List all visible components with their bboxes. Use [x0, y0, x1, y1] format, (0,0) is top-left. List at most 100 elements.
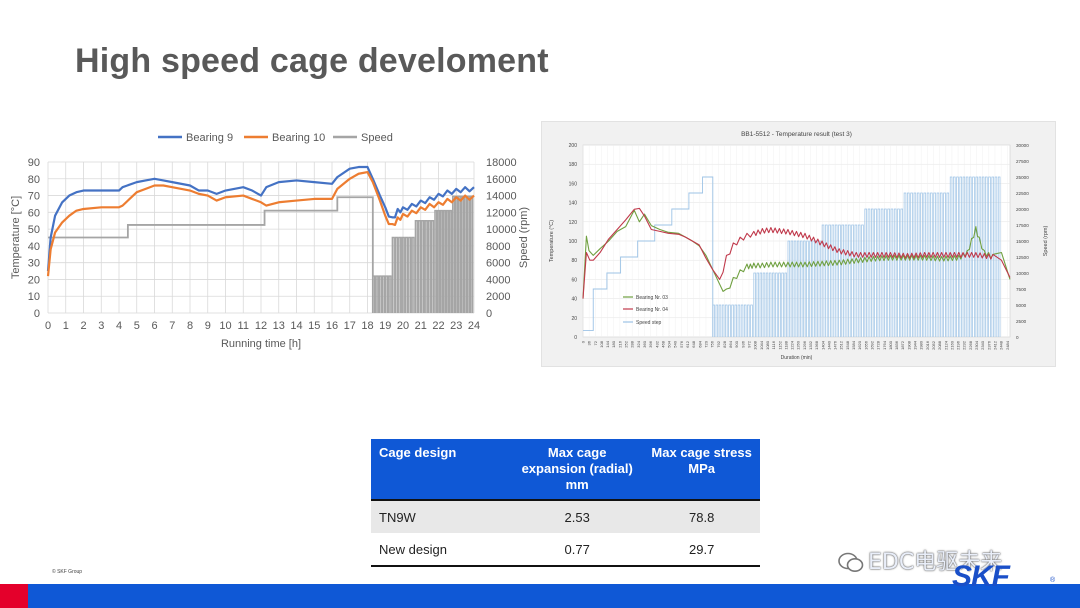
x-tick-label: 432	[654, 340, 659, 347]
y2-tick-label: 6000	[486, 258, 510, 270]
speed-series-pulse-block-4	[451, 195, 474, 313]
y-tick-label: 30	[28, 258, 40, 270]
cell-stress: 29.7	[643, 533, 760, 567]
x-tick-label: 2340	[980, 340, 985, 350]
x-tick-label: 4	[116, 320, 122, 332]
y-axis-label: Temperature [°C]	[10, 196, 22, 279]
y-tick-label: 140	[569, 201, 578, 207]
legend-label: Speed step	[636, 320, 662, 326]
y2-tick-label: 20000	[1016, 207, 1029, 212]
x-tick-label: 180	[611, 340, 616, 347]
x-tick-label: 108	[599, 340, 604, 347]
y-tick-label: 160	[569, 181, 578, 187]
x-tick-label: 1044	[759, 340, 764, 350]
x-tick-label: 2016	[925, 340, 930, 350]
x-tick-label: 24	[468, 320, 480, 332]
x-tick-label: 756	[710, 340, 715, 347]
x-tick-label: 648	[691, 340, 696, 347]
x-tick-label: 2088	[937, 340, 942, 350]
x-tick-label: 1764	[882, 340, 887, 350]
y-tick-label: 20	[571, 316, 577, 322]
x-tick-label: 504	[667, 340, 672, 347]
x-tick-label: 576	[679, 340, 684, 347]
y2-tick-label: 25000	[1016, 175, 1029, 180]
x-tick-label: 8	[187, 320, 193, 332]
x-tick-label: 2196	[956, 340, 961, 350]
x-tick-label: 2412	[992, 340, 997, 350]
y-tick-label: 50	[28, 224, 40, 236]
x-tick-label: 936	[740, 340, 745, 347]
x-tick-label: 1188	[783, 340, 788, 349]
x-tick-label: 1548	[845, 340, 850, 350]
x-tick-label: 2448	[999, 340, 1004, 350]
cell-design: TN9W	[371, 499, 512, 533]
x-tick-label: 16	[326, 320, 338, 332]
x-tick-label: 15	[308, 320, 320, 332]
x-tick-label: 1	[63, 320, 69, 332]
y-tick-label: 40	[571, 297, 577, 303]
y-tick-label: 180	[569, 162, 578, 168]
cage-design-table: Cage design Max cage expansion (radial) …	[371, 439, 760, 567]
x-tick-label: 1080	[765, 340, 770, 350]
x-tick-label: 3	[98, 320, 104, 332]
x-tick-label: 2160	[949, 340, 954, 350]
x-tick-label: 36	[587, 340, 592, 345]
x-tick-label: 1584	[851, 340, 856, 350]
registered-mark: ®	[1050, 577, 1056, 584]
y2-tick-label: 30000	[1016, 143, 1029, 148]
speed-series-pulse-block-5	[903, 192, 950, 337]
x-tick-label: 1440	[826, 340, 831, 350]
copyright-note: © SKF Group	[52, 569, 83, 575]
y2-tick-label: 18000	[486, 157, 517, 169]
x-tick-label: 612	[685, 340, 690, 347]
y-tick-label: 70	[28, 191, 40, 203]
x-tick-label: 1512	[839, 340, 844, 350]
x-tick-label: 1836	[894, 340, 899, 350]
x-tick-label: 1296	[802, 340, 807, 350]
x-tick-label: 972	[747, 340, 752, 347]
footer-bar	[0, 584, 1080, 608]
y2-tick-label: 2500	[1016, 319, 1027, 324]
y2-tick-label: 5000	[1016, 303, 1027, 308]
y-tick-label: 40	[28, 241, 40, 253]
y2-tick-label: 27500	[1016, 159, 1029, 164]
speed-series-pulse-block-3	[434, 209, 453, 313]
x-tick-label: 2052	[931, 340, 936, 350]
x-tick-label: 1476	[833, 340, 838, 350]
y2-tick-label: 12500	[1016, 255, 1029, 260]
watermark-text: EDC电驱未来	[868, 550, 1003, 575]
x-tick-label: 2124	[943, 340, 948, 350]
x-tick-label: 11	[238, 320, 249, 332]
x-tick-label: 252	[624, 340, 629, 347]
legend-label: Bearing Nr. 03	[636, 295, 668, 301]
series-line-bearing-10	[46, 170, 475, 277]
y2-tick-label: 2000	[486, 291, 510, 303]
y2-tick-label: 12000	[486, 207, 517, 219]
x-tick-label: 1620	[857, 340, 862, 350]
y2-tick-label: 14000	[486, 191, 517, 203]
cell-stress: 78.8	[643, 499, 760, 533]
x-tick-label: 1116	[771, 340, 776, 349]
cell-design: New design	[371, 533, 512, 567]
legend-label: Bearing Nr. 04	[636, 307, 668, 313]
x-tick-label: 5	[134, 320, 140, 332]
y2-tick-label: 22500	[1016, 191, 1029, 196]
x-tick-label: 1368	[814, 340, 819, 350]
x-tick-label: 0	[45, 320, 51, 332]
temperature-result-chart-panel: 0 20 40 60 80 100 120 140 160 180 200 0 2500 5000 7500…	[541, 121, 1056, 367]
y-tick-label: 80	[28, 174, 40, 186]
speed-series-pulse-block-1	[391, 236, 415, 313]
y-tick-label: 20	[28, 274, 40, 286]
x-tick-label: 6	[151, 320, 157, 332]
cell-expansion: 2.53	[511, 499, 644, 533]
cell-expansion: 0.77	[511, 533, 644, 567]
x-tick-label: 2268	[968, 340, 973, 350]
y2-tick-label: 7500	[1016, 287, 1027, 292]
y-axis-label: Temperature (°C)	[549, 220, 555, 262]
wechat-icon	[838, 552, 864, 572]
x-tick-label: 22	[432, 320, 444, 332]
x-tick-label: 468	[660, 340, 665, 347]
skf-logo: SKF	[952, 560, 1010, 593]
y2-tick-label: 17500	[1016, 223, 1029, 228]
